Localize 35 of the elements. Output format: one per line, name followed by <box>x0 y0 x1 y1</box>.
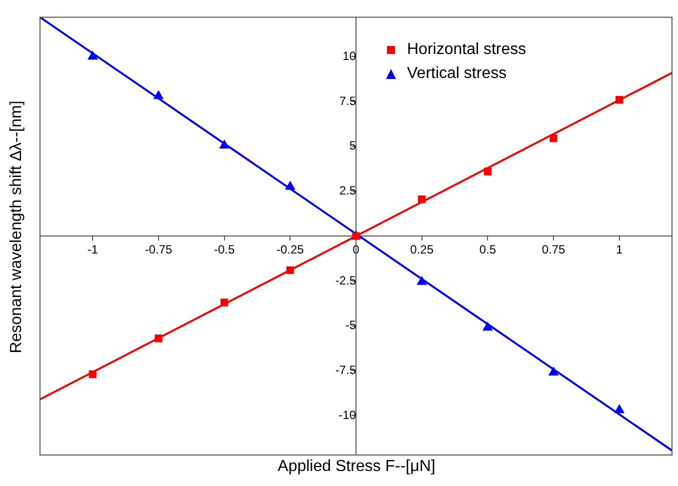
x-tick-label: -0.75 <box>144 242 172 257</box>
y-tick-label: 2.5 <box>339 184 356 198</box>
x-tick-label: 1 <box>616 242 623 257</box>
point <box>88 370 96 378</box>
point <box>614 405 624 414</box>
point <box>550 134 558 142</box>
point <box>154 334 162 342</box>
x-tick-label: 0.75 <box>542 242 566 257</box>
y-tick-label: -5 <box>345 318 356 332</box>
y-tick-label: -7.5 <box>335 362 356 377</box>
x-tick-label: 0.25 <box>410 242 434 257</box>
point <box>484 168 492 176</box>
point <box>417 276 426 285</box>
x-tick-label: -0.25 <box>276 242 304 257</box>
legend-label: Horizontal stress <box>407 40 526 60</box>
point <box>418 195 426 204</box>
y-tick-label: 10 <box>342 48 356 63</box>
point <box>220 140 229 148</box>
point <box>88 52 98 60</box>
x-tick-label: 0.5 <box>479 242 496 257</box>
point <box>549 367 558 376</box>
point <box>220 298 228 306</box>
legend-label: Vertical stress <box>407 64 507 84</box>
y-tick-label: -10 <box>338 408 356 422</box>
x-tick-label: -1 <box>87 242 98 257</box>
x-tick-label: -0.5 <box>214 242 235 257</box>
point <box>286 266 294 274</box>
y-tick-label: -2.5 <box>335 273 356 288</box>
point <box>483 322 492 331</box>
point <box>286 182 295 190</box>
y-axis-title: Resonant wavelength shift Δλ--[nm] <box>8 100 26 356</box>
point <box>154 91 163 100</box>
x-axis-title: Applied Stress F--[μN] <box>276 458 436 476</box>
point <box>616 96 624 104</box>
y-tick-label: 7.5 <box>339 94 356 108</box>
